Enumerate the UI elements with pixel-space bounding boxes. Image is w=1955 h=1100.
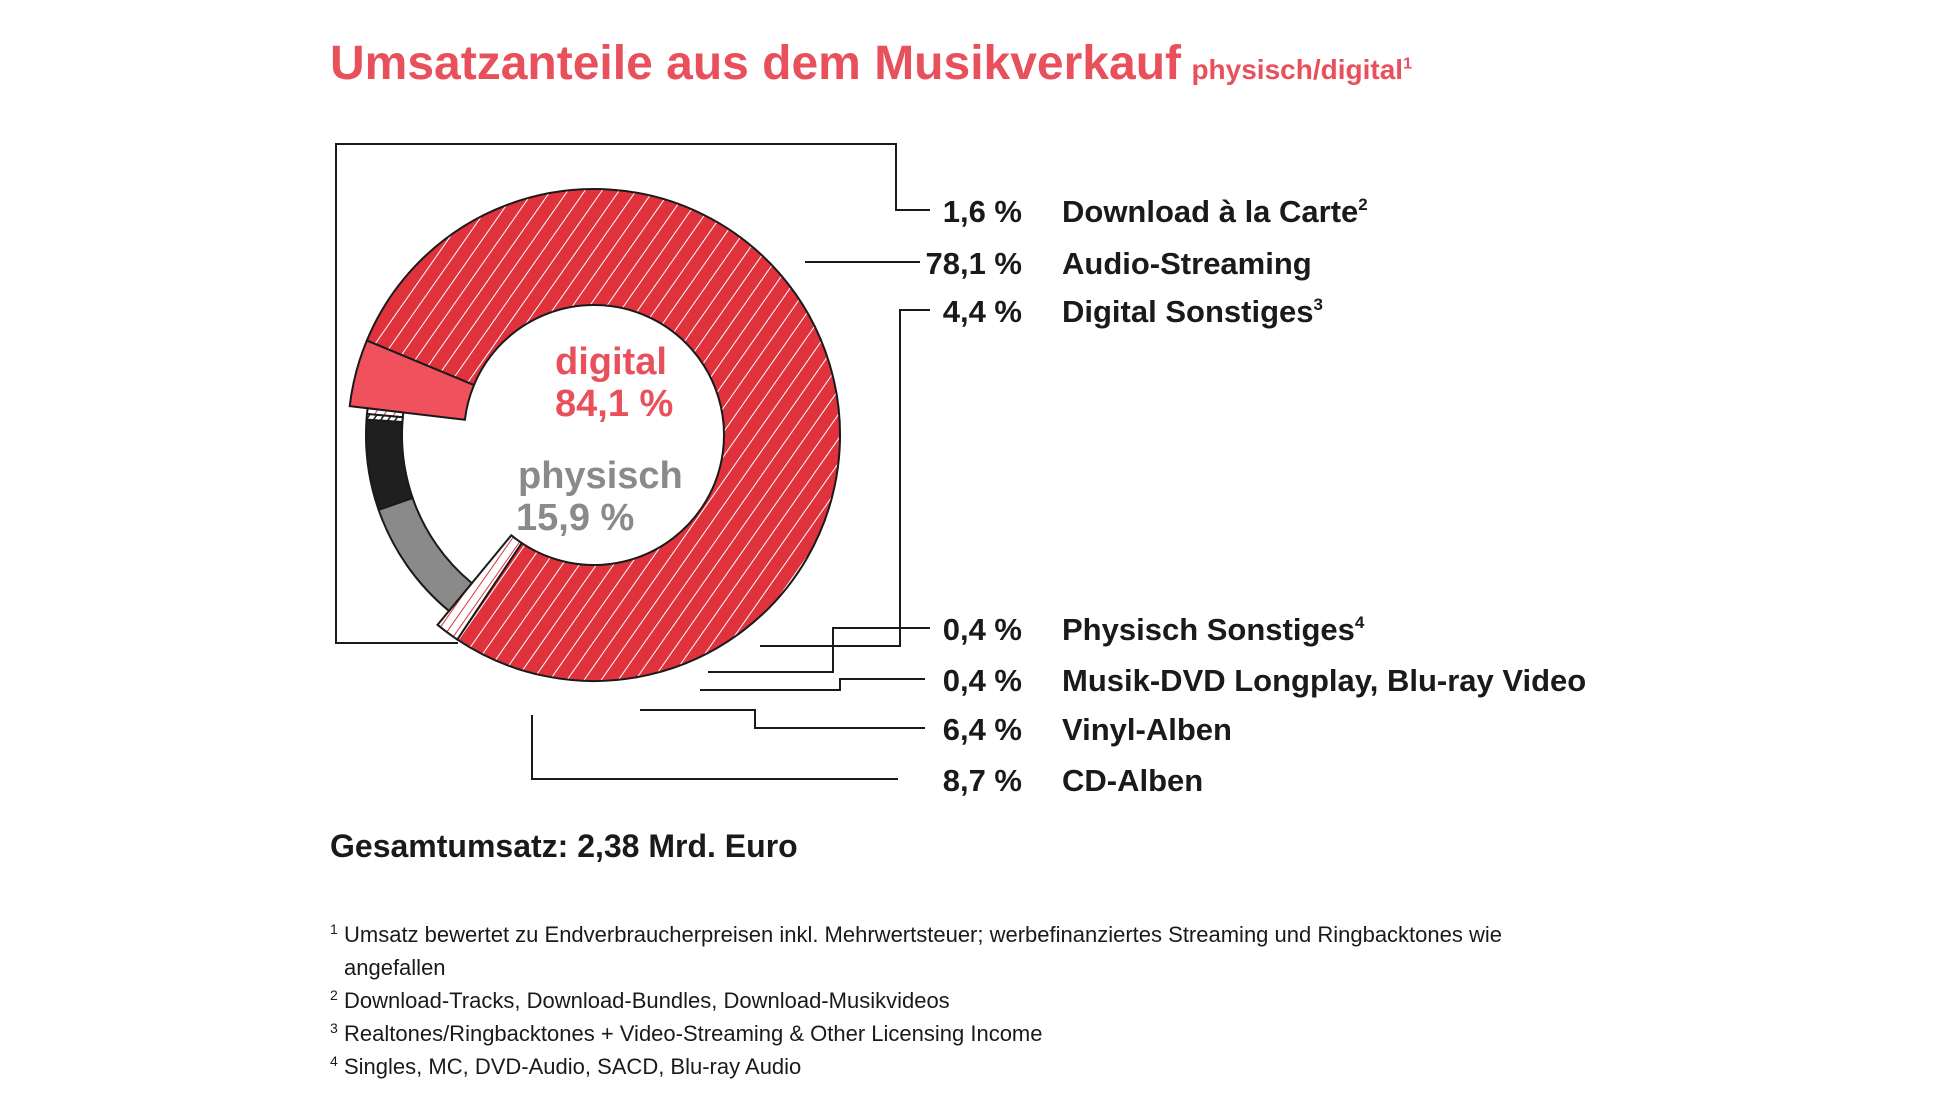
value-label-download-la-carte: 1,6 % — [943, 194, 1022, 229]
chart-subtitle-note: 1 — [1403, 55, 1412, 73]
value-label-vinyl-alben: 6,4 % — [943, 712, 1022, 747]
leader-line-physical-other — [708, 627, 930, 673]
footnote-2: 2 Download-Tracks, Download-Bundles, Down… — [330, 984, 1580, 1017]
chart-subtitle-text: physisch/digital — [1191, 54, 1404, 85]
donut-chart: digital 84,1 % physisch 15,9 % 1,6 % Down… — [335, 143, 1586, 798]
leader-line-dvd — [700, 678, 925, 691]
leader-line-download — [335, 143, 930, 644]
leader-line-digital-other — [760, 309, 930, 647]
footnote-3: 3 Realtones/Ringbacktones + Video-Streami… — [330, 1017, 1580, 1050]
footnote-4-number: 4 — [330, 1053, 338, 1069]
chart-title: Umsatzanteile aus dem Musikverkauf physi… — [330, 36, 1412, 91]
series-label-physisch-sonstiges: Physisch Sonstiges4 — [1062, 612, 1365, 647]
footnote-4: 4 Singles, MC, DVD-Audio, SACD, Blu-ray A… — [330, 1050, 1580, 1083]
chart-subtitle: physisch/digital1 — [1191, 54, 1412, 85]
series-note-digital-sonstiges: 3 — [1313, 295, 1322, 314]
footnote-4-text: Singles, MC, DVD-Audio, SACD, Blu-ray Au… — [344, 1054, 802, 1079]
value-label-audio-streaming: 78,1 % — [925, 246, 1022, 281]
chart-title-main: Umsatzanteile aus dem Musikverkauf — [330, 37, 1181, 90]
footnote-2-number: 2 — [330, 987, 338, 1003]
slice-digital-sonstiges — [348, 339, 476, 421]
value-label-digital-sonstiges: 4,4 % — [943, 294, 1022, 329]
total-revenue: Gesamtumsatz: 2,38 Mrd. Euro — [330, 828, 798, 864]
footnote-1-text: Umsatz bewertet zu Endverbraucherpreisen… — [344, 922, 1502, 980]
value-label-cd-alben: 8,7 % — [943, 763, 1022, 798]
value-label-physisch-sonstiges: 0,4 % — [943, 612, 1022, 647]
footnote-1: 1 Umsatz bewertet zu Endverbraucherpreise… — [330, 918, 1580, 984]
footnote-3-text: Realtones/Ringbacktones + Video-Streamin… — [344, 1021, 1043, 1046]
footnote-3-number: 3 — [330, 1020, 338, 1036]
leader-lines — [335, 143, 930, 780]
slice-vinyl-alben — [365, 418, 414, 512]
donut-slices — [348, 188, 841, 682]
center-label-physical: physisch — [518, 455, 683, 497]
footnotes: 1 Umsatz bewertet zu Endverbraucherpreise… — [330, 918, 1580, 1083]
value-label-musik-dvd-longplay-blu-ray-video: 0,4 % — [943, 663, 1022, 698]
series-label-cd-alben: CD-Alben — [1062, 763, 1203, 798]
footnote-2-text: Download-Tracks, Download-Bundles, Downl… — [344, 988, 950, 1013]
center-labels: digital 84,1 % physisch 15,9 % — [516, 341, 683, 539]
leader-line-cd — [531, 715, 898, 780]
footnote-1-number: 1 — [330, 921, 338, 937]
slice-cd-alben — [377, 496, 474, 613]
center-value-digital: 84,1 % — [555, 383, 673, 425]
series-label-audio-streaming: Audio-Streaming — [1062, 246, 1312, 281]
series-note-download-la-carte: 2 — [1358, 195, 1367, 214]
series-label-musik-dvd-longplay-blu-ray-video: Musik-DVD Longplay, Blu-ray Video — [1062, 663, 1586, 698]
center-value-physical: 15,9 % — [516, 497, 634, 539]
leader-line-vinyl — [640, 709, 925, 729]
legend-labels: 1,6 % Download à la Carte2 78,1 % Audio-Str… — [925, 194, 1586, 798]
series-label-download-la-carte: Download à la Carte2 — [1062, 194, 1368, 229]
slice-audio-streaming — [365, 188, 841, 682]
center-label-digital: digital — [555, 341, 667, 383]
series-note-physisch-sonstiges: 4 — [1355, 613, 1365, 632]
series-label-digital-sonstiges: Digital Sonstiges3 — [1062, 294, 1323, 329]
series-label-vinyl-alben: Vinyl-Alben — [1062, 712, 1232, 747]
